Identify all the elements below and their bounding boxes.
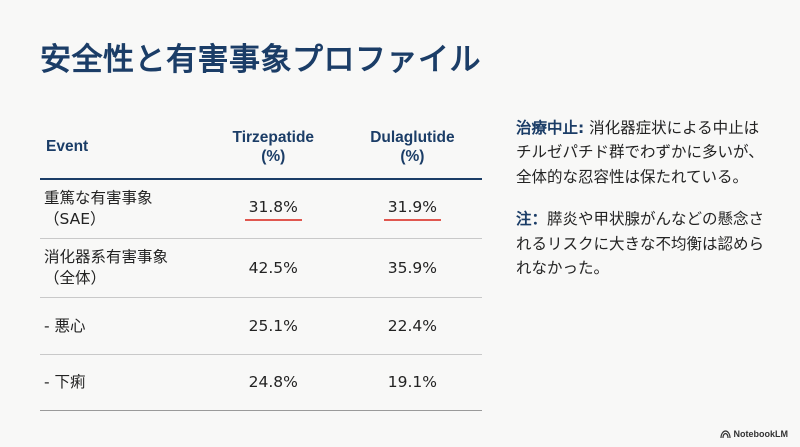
tirzepatide-value: 24.8% <box>203 354 343 411</box>
note-text: 膵炎や甲状腺がんなどの懸念されるリスクに大きな不均衡は認められなかった。 <box>516 210 765 278</box>
event-name: 消化器系有害事象 <box>44 248 169 267</box>
table-row: - 悪心 25.1% 22.4% <box>40 297 482 355</box>
table-row: - 下痢 24.8% 19.1% <box>40 354 482 411</box>
notebooklm-logo-icon <box>719 429 731 438</box>
dulaglutide-value: 19.1% <box>342 354 482 411</box>
header-dulaglutide: Dulaglutide (%) <box>342 116 482 180</box>
table-header-row: Event Tirzepatide (%) Dulaglutide (%) <box>40 116 482 180</box>
dulaglutide-value: 22.4% <box>342 297 482 355</box>
brand-name: NotebookLM <box>733 429 789 439</box>
header-dulaglutide-unit: (%) <box>400 148 425 165</box>
header-tirzepatide-unit: (%) <box>261 148 286 165</box>
slide-title: 安全性と有害事象プロファイル <box>40 42 481 78</box>
header-tirzepatide-name: Tirzepatide <box>232 128 315 146</box>
note-text: 消化器症状による中止はチルゼパチド群でわずかに多いが、全体的な忍容性は保たれてい… <box>516 119 764 186</box>
dulaglutide-value-cell: 31.9% <box>342 179 482 239</box>
header-tirzepatide: Tirzepatide (%) <box>203 116 343 180</box>
event-name: - 下痢 <box>40 354 204 411</box>
event-name: 重篤な有害事象 <box>44 189 153 208</box>
dulaglutide-value: 35.9% <box>342 238 482 298</box>
note-caution: 注：膵炎や甲状腺がんなどの懸念されるリスクに大きな不均衡は認められなかった。 <box>516 207 774 280</box>
header-dulaglutide-name: Dulaglutide <box>370 128 455 146</box>
event-name: - 悪心 <box>40 297 204 355</box>
event-cell: 重篤な有害事象 （SAE） <box>40 179 204 239</box>
tirzepatide-value: 25.1% <box>203 297 343 355</box>
event-subname: （SAE） <box>44 210 106 228</box>
header-event: Event <box>40 116 204 180</box>
event-subname: （全体） <box>44 269 107 287</box>
dulaglutide-value-highlighted: 31.9% <box>383 197 442 221</box>
event-cell: 消化器系有害事象 （全体） <box>40 238 204 298</box>
table-row: 重篤な有害事象 （SAE） 31.8% 31.9% <box>40 179 482 239</box>
tirzepatide-value-cell: 31.8% <box>203 179 343 239</box>
note-discontinuation: 治療中止: 消化器症状による中止はチルゼパチド群でわずかに多いが、全体的な忍容性… <box>516 116 774 189</box>
tirzepatide-value: 42.5% <box>203 238 343 298</box>
table-row: 消化器系有害事象 （全体） 42.5% 35.9% <box>40 238 482 298</box>
brand-watermark: NotebookLM <box>719 429 789 439</box>
note-label: 治療中止: <box>516 119 585 137</box>
adverse-events-table: Event Tirzepatide (%) Dulaglutide (%) 重篤… <box>40 116 482 411</box>
note-label: 注： <box>516 210 548 229</box>
tirzepatide-value-highlighted: 31.8% <box>244 197 302 221</box>
notes-panel: 治療中止: 消化器症状による中止はチルゼパチド群でわずかに多いが、全体的な忍容性… <box>516 116 774 299</box>
